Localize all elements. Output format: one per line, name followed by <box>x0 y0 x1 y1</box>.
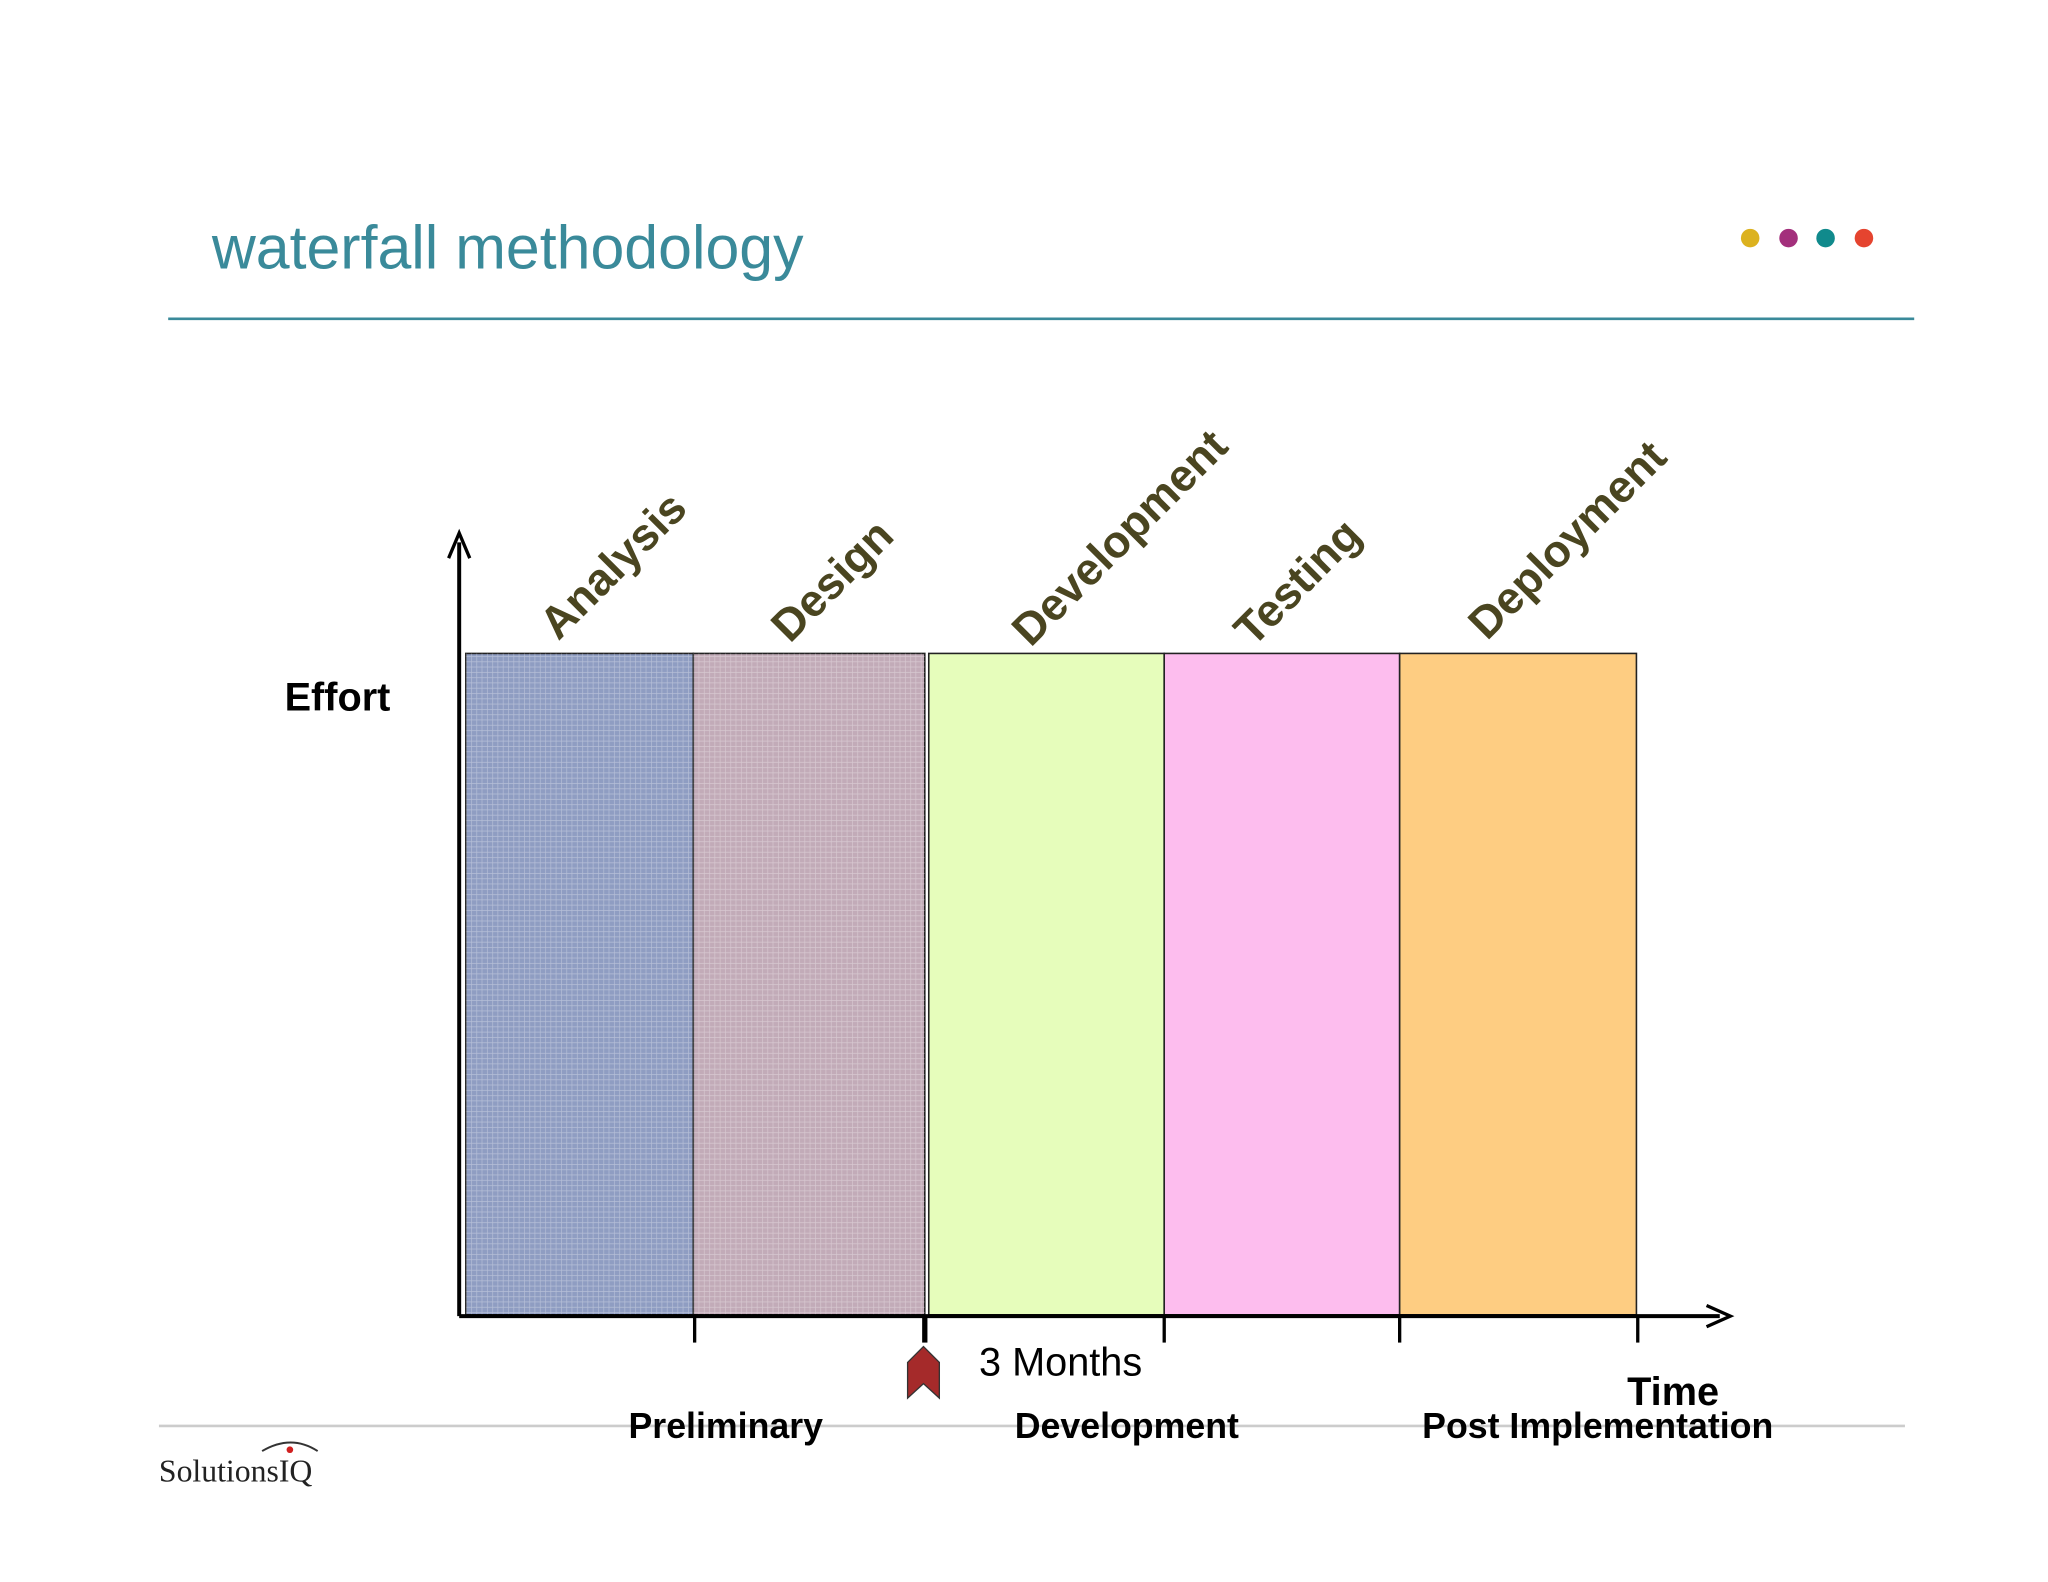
decor-dots <box>1740 228 1874 248</box>
phase-label: Design <box>761 509 903 651</box>
phase-texture <box>693 653 925 1315</box>
phase-block <box>1398 652 1638 1316</box>
slide-title: waterfall methodology <box>211 214 804 282</box>
axes <box>447 528 1735 1343</box>
logo-arc <box>261 1441 319 1452</box>
phase-label: Development <box>1002 419 1238 655</box>
stage-label: Development <box>1015 1406 1239 1446</box>
logo: SolutionsIQ <box>159 1453 312 1488</box>
phase-label: Deployment <box>1458 431 1676 649</box>
phase-block <box>1163 652 1401 1316</box>
y-axis-label: Effort <box>285 675 391 719</box>
stage-label: Post Implementation <box>1422 1406 1773 1446</box>
phase-block <box>927 652 1166 1316</box>
x-axis-label: Time <box>1627 1370 1719 1414</box>
phase-texture <box>465 653 694 1315</box>
milestone-marker <box>906 1345 941 1400</box>
phase-label: Testing <box>1224 508 1371 655</box>
stage-label: Preliminary <box>629 1406 824 1446</box>
marker-label: 3 Months <box>979 1341 1142 1385</box>
logo-dot <box>286 1446 294 1454</box>
phase-label: Analysis <box>529 482 696 649</box>
